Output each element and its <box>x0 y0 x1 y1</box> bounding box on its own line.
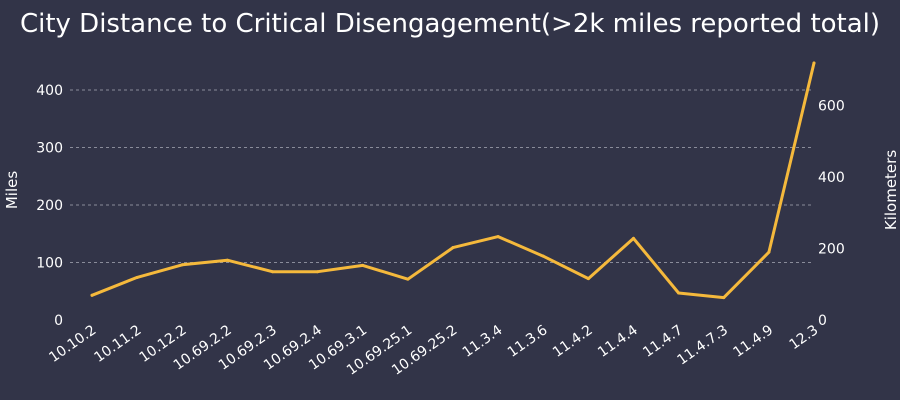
x-tick-label: 11.3.4 <box>460 322 506 361</box>
y-axis-label: Miles <box>3 171 21 210</box>
data-point <box>722 296 726 300</box>
y2-tick-label: 0 <box>818 313 827 329</box>
y2-tick-label: 600 <box>818 99 845 115</box>
x-tick-label: 10.11.2 <box>91 322 144 366</box>
data-point <box>90 293 94 297</box>
y-tick-label: 0 <box>54 313 63 329</box>
y-tick-label: 200 <box>36 198 63 214</box>
data-point <box>767 250 771 254</box>
x-tick-label: 12.3 <box>787 322 822 353</box>
data-point <box>135 275 139 279</box>
x-tick-label: 11.4.4 <box>595 322 641 361</box>
data-point <box>361 263 365 267</box>
data-point <box>812 61 816 65</box>
data-point <box>225 258 229 262</box>
y2-tick-label: 200 <box>818 242 845 258</box>
data-point <box>586 277 590 281</box>
grid-lines <box>70 89 812 263</box>
x-tick-label: 11.4.2 <box>550 322 596 361</box>
x-tick-label: 11.3.6 <box>505 322 551 361</box>
x-tick-label: 11.4.9 <box>731 322 777 361</box>
series-line <box>90 61 816 300</box>
y-tick-label: 300 <box>36 141 63 157</box>
y-axis-left-ticks: 0 100 200 300 400 <box>36 83 63 329</box>
data-point <box>451 246 455 250</box>
y-tick-label: 400 <box>36 83 63 99</box>
x-axis-ticks: 10.10.210.11.210.12.210.69.2.210.69.2.31… <box>46 322 821 379</box>
y2-tick-label: 400 <box>818 170 845 186</box>
x-tick-label: 11.4.7.3 <box>674 322 731 368</box>
y-axis-right-ticks: 0 200 400 600 <box>818 99 845 329</box>
chart-title: City Distance to Critical Disengagement(… <box>19 9 881 39</box>
data-point <box>180 263 184 267</box>
series-group <box>90 61 816 300</box>
data-point <box>271 270 274 274</box>
y2-axis-label: Kilometers <box>882 150 900 230</box>
data-point <box>496 235 500 239</box>
data-point <box>316 270 320 274</box>
data-point <box>677 291 681 295</box>
data-point <box>406 277 410 281</box>
data-point <box>632 236 635 240</box>
y-tick-label: 100 <box>36 256 63 272</box>
data-point <box>541 254 545 258</box>
